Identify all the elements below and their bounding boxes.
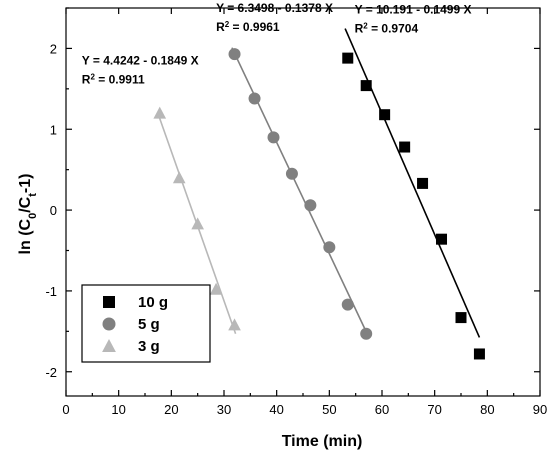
legend-label: 10 g [138, 294, 168, 311]
data-points [153, 48, 485, 360]
y-tick-label: -2 [45, 365, 57, 380]
data-point [455, 312, 467, 324]
data-point [341, 298, 354, 311]
data-point [172, 171, 186, 184]
data-point [304, 199, 317, 212]
x-tick-label: 30 [217, 402, 231, 417]
fit-r2-label: R2 = 0.9704 [355, 21, 419, 36]
x-axis-title: Time (min) [282, 433, 363, 450]
y-tick-label: -1 [45, 284, 57, 299]
y-tick-label: 1 [50, 122, 57, 137]
y-axis-title-part: ln (C [17, 218, 34, 254]
legend-marker [102, 317, 116, 331]
legend-label: 5 g [138, 316, 160, 333]
y-tick-label: 0 [50, 203, 57, 218]
data-point [342, 52, 354, 64]
data-point [228, 48, 241, 61]
fit-r2-label: R2 = 0.9911 [82, 72, 145, 87]
data-point [267, 131, 280, 144]
y-axis-title-part: /C [17, 196, 34, 212]
fit-equation-label: Y = 6.3498 - 0.1378 X [216, 1, 333, 15]
data-point [399, 141, 411, 153]
legend-label: 3 g [138, 338, 160, 355]
legend-marker [102, 339, 116, 352]
ticks: 0 10 20 30 40 50 60 70 80 90 -2 -1 0 1 2 [45, 7, 547, 417]
data-point [153, 106, 167, 119]
x-tick-label: 70 [427, 402, 441, 417]
x-tick-label: 90 [533, 402, 547, 417]
y-axis-title-subscript: t [27, 193, 39, 197]
data-point [473, 348, 485, 360]
fit-line [231, 47, 367, 333]
data-point [417, 177, 429, 189]
x-tick-label: 10 [111, 402, 125, 417]
y-tick-label: 2 [50, 41, 57, 56]
x-tick-label: 0 [62, 402, 69, 417]
data-point [248, 92, 261, 105]
legend-marker [103, 296, 115, 308]
data-point [379, 109, 391, 121]
data-point [360, 327, 373, 340]
data-point [436, 233, 448, 245]
x-tick-label: 50 [322, 402, 336, 417]
data-point [191, 217, 204, 230]
fit-r2-label: R2 = 0.9961 [216, 20, 280, 34]
x-tick-label: 60 [375, 402, 389, 417]
data-point [360, 80, 372, 92]
fit-line [344, 28, 481, 338]
fit-equation-label: Y = 10.191 - 0.1499 X [355, 3, 472, 17]
legend: 10 g 5 g 3 g [81, 284, 211, 363]
x-tick-label: 40 [269, 402, 283, 417]
data-point [209, 282, 223, 295]
fit-equations: Y = 10.191 - 0.1499 X R2 = 0.9704 Y = 6.34… [82, 1, 472, 87]
x-tick-label: 80 [480, 402, 494, 417]
data-point [285, 167, 298, 180]
data-point [228, 318, 241, 331]
x-tick-label: 20 [164, 402, 178, 417]
data-point [323, 241, 336, 254]
y-axis-title-part: -1) [17, 174, 34, 194]
fit-equation-label: Y = 4.4242 - 0.1849 X [82, 54, 199, 68]
y-axis-title-subscript: 0 [27, 213, 39, 219]
y-axis-title: ln (C0/Ct-1) [17, 174, 39, 255]
